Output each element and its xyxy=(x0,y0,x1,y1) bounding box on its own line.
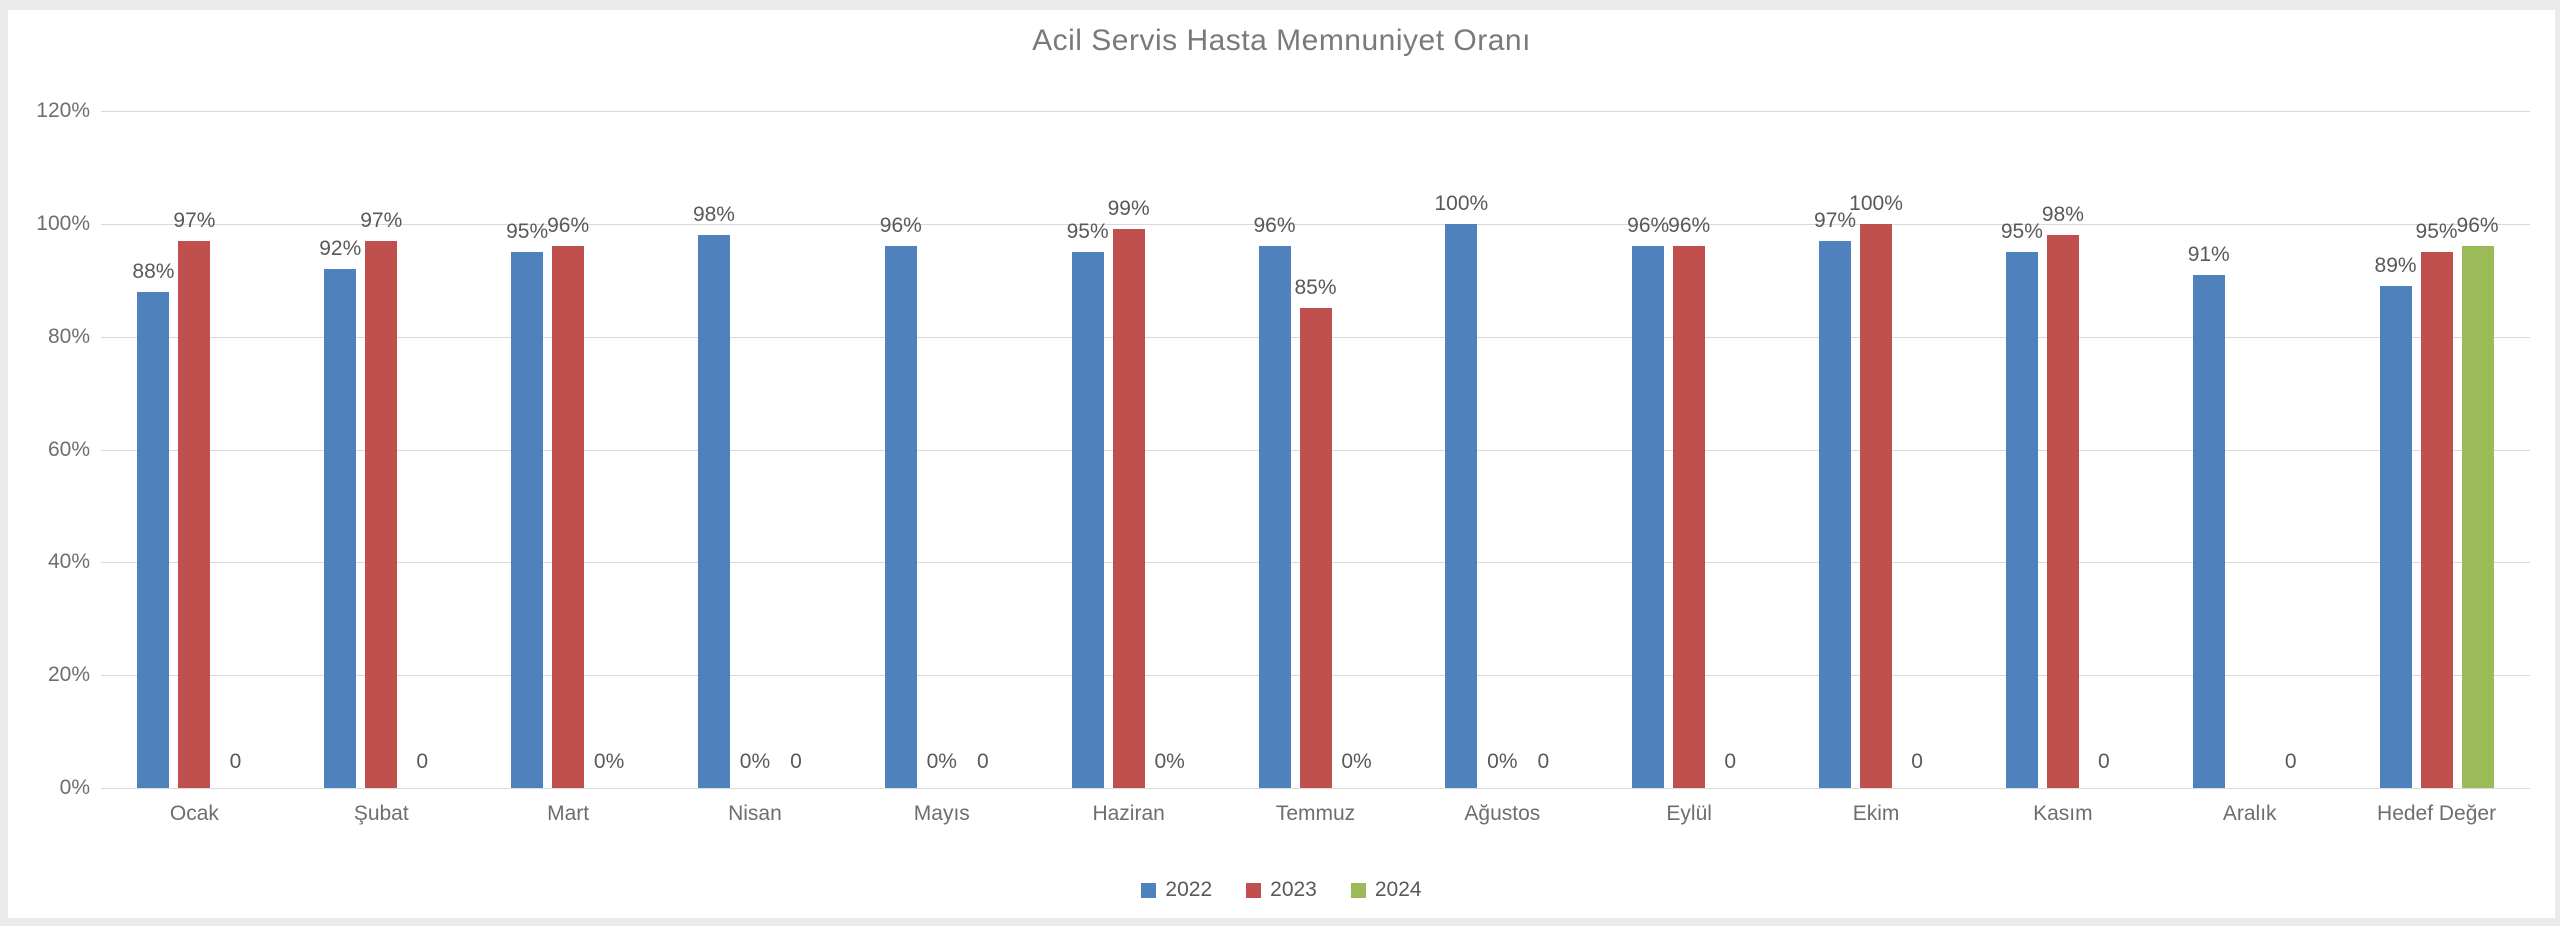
y-axis-tick: 120% xyxy=(36,99,90,122)
bar-2022-ekim xyxy=(1819,240,1852,788)
x-axis-label-agustos: Ağustos xyxy=(1464,802,1541,825)
bar-label-2024-aralik: 0 xyxy=(2284,750,2297,773)
bar-label-2022-hedef-deger: 89% xyxy=(2374,253,2417,277)
x-axis-label-ocak: Ocak xyxy=(169,802,219,825)
bar-2023-temmuz xyxy=(1299,308,1332,788)
bar-label-2024-mayis: 0 xyxy=(976,750,989,773)
y-axis-tick: 100% xyxy=(36,211,90,235)
legend-item-2023: 2023 xyxy=(1246,878,1317,902)
gridline-100 xyxy=(101,223,2530,225)
bar-label-2022-mayis: 96% xyxy=(879,214,922,238)
x-axis-label-kasim: Kasım xyxy=(2033,802,2093,825)
bar-label-2023-hedef-deger: 95% xyxy=(2415,220,2458,244)
bar-label-2023-ekim: 100% xyxy=(1849,191,1903,215)
bar-label-2022-kasim: 95% xyxy=(2000,220,2043,244)
bar-label-2024-subat: 0 xyxy=(416,750,429,773)
chart-panel: Acil Servis Hasta Memnuniyet Oranı 0% 20%… xyxy=(8,10,2555,918)
legend-item-2024: 2024 xyxy=(1350,878,1422,902)
bar-label-2024-eylul: 0 xyxy=(1724,750,1737,773)
bar-2022-hedef-deger xyxy=(2379,285,2412,788)
x-axis-label-nisan: Nisan xyxy=(728,802,782,825)
bar-label-2023-kasim: 98% xyxy=(2041,203,2084,227)
x-axis-label-ekim: Ekim xyxy=(1852,802,1900,825)
bar-label-2024-hedef-deger: 96% xyxy=(2456,214,2499,238)
bar-label-2023-subat: 97% xyxy=(360,208,403,232)
bar-label-2022-agustos: 100% xyxy=(1434,191,1489,215)
y-axis-tick: 60% xyxy=(47,437,90,461)
bar-label-2022-eylul: 96% xyxy=(1627,214,1670,238)
bar-label-2023-ocak: 97% xyxy=(173,208,216,232)
legend-label-2022: 2022 xyxy=(1165,878,1213,901)
x-axis-label-haziran: Haziran xyxy=(1092,802,1165,825)
bar-2022-aralik xyxy=(2192,274,2225,788)
bar-label-2023-mart: 96% xyxy=(547,214,590,238)
bar-label-2023-eylul: 96% xyxy=(1668,214,1711,238)
x-axis-label-temmuz: Temmuz xyxy=(1275,802,1356,825)
bar-label-2022-aralik: 91% xyxy=(2187,242,2230,266)
bar-label-2024-temmuz: 0% xyxy=(1341,750,1372,773)
x-axis-label-mayis: Mayıs xyxy=(913,802,970,825)
x-axis-label-subat: Şubat xyxy=(353,802,409,825)
legend-label-2024: 2024 xyxy=(1374,878,1422,901)
x-axis-label-eylul: Eylül xyxy=(1666,802,1712,825)
bar-label-2022-haziran: 95% xyxy=(1066,220,1109,244)
y-axis-tick: 20% xyxy=(47,663,90,687)
x-axis-label-aralik: Aralık xyxy=(2222,802,2277,825)
legend-swatch-2024 xyxy=(1350,882,1366,898)
legend-label-2023: 2023 xyxy=(1270,878,1317,901)
bar-2022-mayis xyxy=(884,246,917,788)
bar-label-2022-ekim: 97% xyxy=(1814,208,1857,232)
bar-label-2022-temmuz: 96% xyxy=(1253,214,1296,238)
bar-2022-haziran xyxy=(1071,252,1104,788)
bar-label-2024-kasim: 0 xyxy=(2098,750,2110,773)
bar-label-2022-nisan: 98% xyxy=(692,203,735,227)
chart-title: Acil Servis Hasta Memnuniyet Oranı xyxy=(1032,24,1531,57)
bar-2022-temmuz xyxy=(1258,246,1291,788)
x-axis-label-mart: Mart xyxy=(547,802,590,825)
bar-2022-kasim xyxy=(2005,252,2038,788)
bar-label-2023-temmuz: 85% xyxy=(1294,276,1337,300)
bar-2022-agustos xyxy=(1445,223,1478,788)
bar-label-2022-subat: 92% xyxy=(319,236,362,260)
bar-label-2023-haziran: 99% xyxy=(1107,197,1150,221)
bar-2023-eylul xyxy=(1673,246,1706,788)
bar-label-2024-haziran: 0% xyxy=(1154,750,1185,773)
bar-label-2023-agustos: 0% xyxy=(1487,750,1518,773)
bar-2023-subat xyxy=(365,240,398,788)
bar-2022-eylul xyxy=(1632,246,1665,788)
bar-2022-nisan xyxy=(697,235,730,788)
bar-label-2024-nisan: 0 xyxy=(790,750,802,773)
bar-2023-ocak xyxy=(178,240,211,788)
bar-2022-mart xyxy=(511,252,544,788)
bar-label-2022-mart: 95% xyxy=(506,220,549,244)
bar-2023-mart xyxy=(552,246,585,788)
bar-2022-ocak xyxy=(137,291,170,788)
bar-2022-subat xyxy=(324,268,357,788)
bar-label-2024-ocak: 0 xyxy=(229,750,242,773)
gridline-0 xyxy=(101,788,2530,789)
bar-label-2022-ocak: 88% xyxy=(132,259,175,283)
bar-2024-hedef-deger xyxy=(2461,246,2494,788)
bar-2023-ekim xyxy=(1860,223,1893,788)
gridline-120 xyxy=(101,111,2530,112)
legend-swatch-2022 xyxy=(1141,882,1157,898)
y-axis-tick: 80% xyxy=(47,324,90,348)
bar-2023-haziran xyxy=(1112,229,1145,788)
bar-label-2024-agustos: 0 xyxy=(1537,750,1550,773)
legend-swatch-2023 xyxy=(1246,882,1262,898)
bar-label-2023-nisan: 0% xyxy=(739,750,771,773)
bar-label-2024-mart: 0% xyxy=(593,750,625,773)
y-axis-tick: 0% xyxy=(59,776,90,799)
bar-label-2024-ekim: 0 xyxy=(1911,750,1923,773)
bar-label-2023-mayis: 0% xyxy=(926,750,957,773)
bar-2023-kasim xyxy=(2046,235,2079,788)
bar-2023-hedef-deger xyxy=(2420,252,2453,788)
legend: 2022 2023 2024 xyxy=(8,878,2555,902)
legend-item-2022: 2022 xyxy=(1141,878,1212,902)
x-axis-label-hedef-deger: Hedef Değer xyxy=(2377,802,2497,825)
y-axis-tick: 40% xyxy=(47,550,90,574)
